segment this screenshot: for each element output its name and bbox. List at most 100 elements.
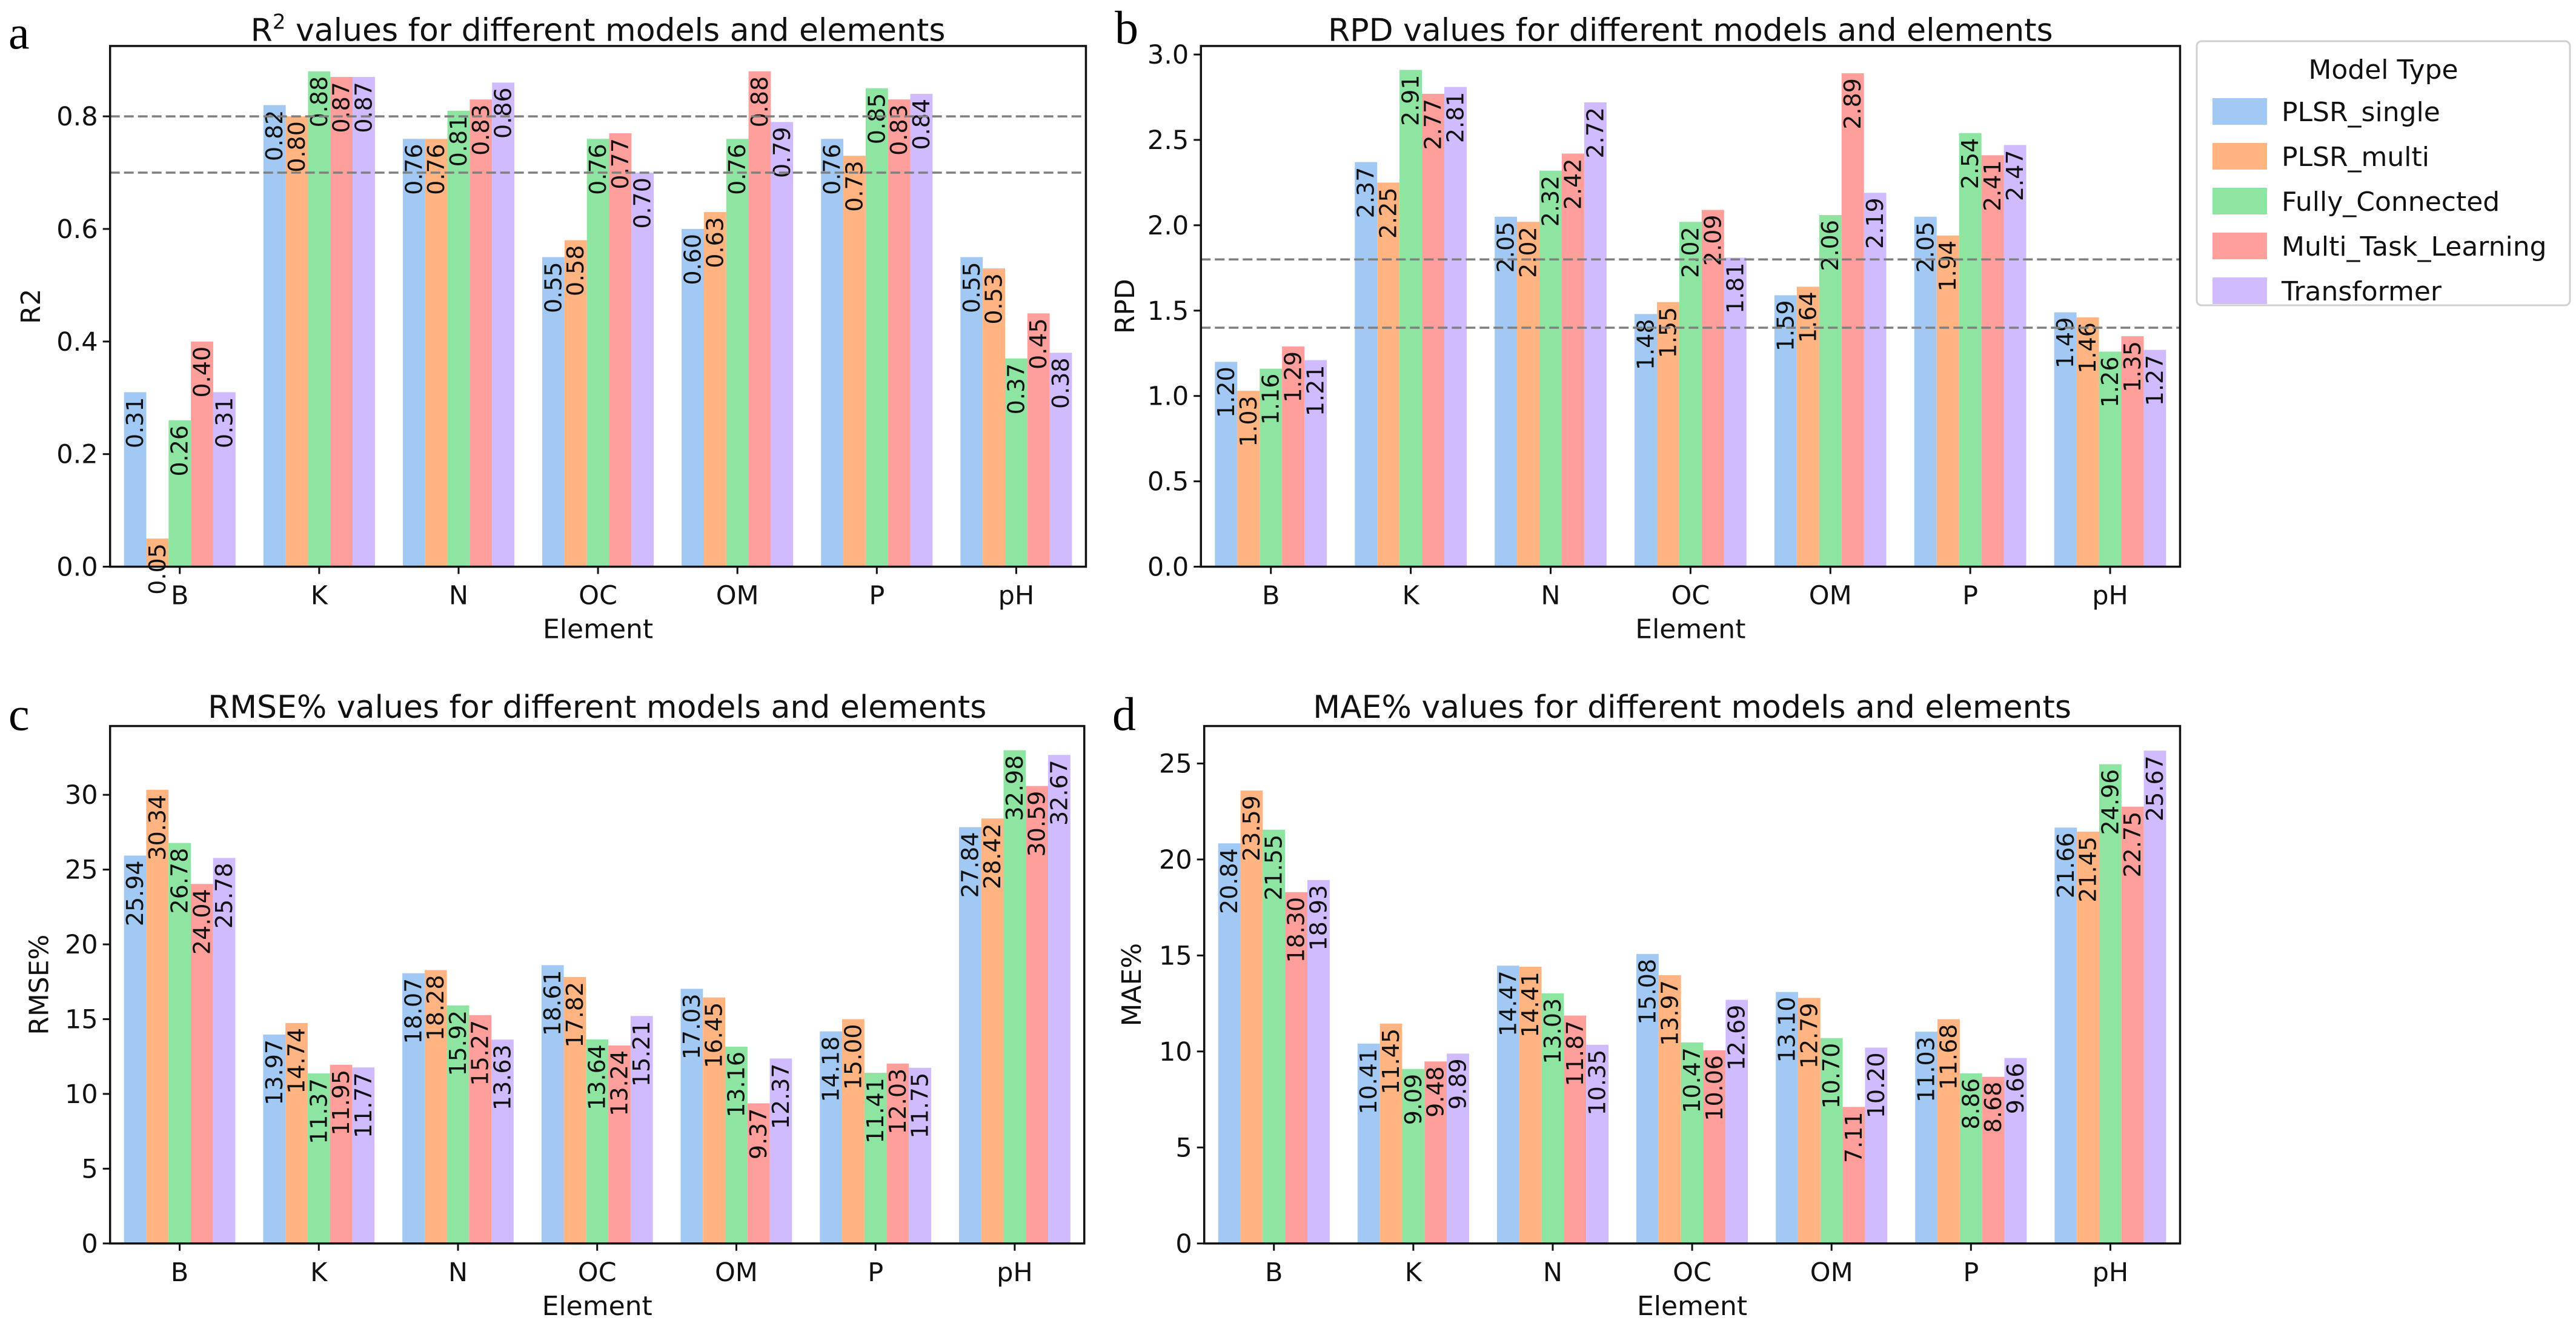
bar-value-label: 2.25 [1375,187,1402,239]
bar-value-label: 2.91 [1398,75,1424,126]
bar-value-label: 9.66 [2002,1063,2029,1115]
bar-P-Fully_Connected [1959,133,1982,567]
bar-OC-Transformer [1724,257,1747,567]
bar-P-PLSR_multi [1936,235,1959,567]
bar-value-label: 12.79 [1796,1003,1822,1069]
bar-value-label: 1.46 [2074,322,2101,374]
x-tick-label-pH: pH [2093,1258,2129,1288]
bar-N-Fully_Connected [1539,170,1562,567]
bar-value-label: 0.76 [423,144,450,195]
bar-value-label: 0.70 [629,177,656,229]
bar-value-label: 1.20 [1213,366,1240,418]
bar-value-label: 14.18 [818,1036,845,1102]
bar-OM-PLSR_multi [703,212,726,567]
bar-value-label: 9.37 [745,1108,772,1159]
bar-K-Transformer [353,77,375,567]
bar-value-label: 0.84 [908,99,935,150]
bar-pH-Fully_Connected [1003,750,1026,1244]
bar-N-Transformer [1584,102,1607,567]
bar-value-label: 13.64 [584,1044,611,1110]
bar-OC-Transformer [630,1016,653,1244]
bar-N-Transformer [492,82,515,567]
x-tick-label-OM: OM [715,1258,758,1288]
bar-pH-Multi_Task_Learning [1027,313,1050,567]
bar-value-label: 12.37 [768,1063,794,1129]
bar-N-PLSR_single [402,973,425,1244]
y-tick-label: 1.5 [1147,296,1189,326]
bar-P-PLSR_single [1914,216,1937,567]
bar-value-label: 0.55 [958,262,985,313]
bar-value-label: 0.60 [680,234,706,285]
x-tick-label-OM: OM [1810,1258,1853,1288]
bar-value-label: 0.31 [122,397,148,448]
bar-OM-PLSR_multi [1796,287,1819,567]
bar-N-Transformer [491,1039,514,1244]
y-tick-label: 20 [1159,845,1192,875]
bar-value-label: 1.49 [2052,317,2079,369]
bar-value-label: 23.59 [1238,795,1265,861]
bar-OM-Fully_Connected [1820,1038,1843,1244]
bar-K-PLSR_multi [1377,182,1400,567]
y-tick-label: 15 [65,1004,98,1035]
bar-OM-PLSR_single [682,228,704,567]
bar-value-label: 13.24 [606,1050,632,1116]
bar-B-PLSR_single [124,855,147,1244]
bar-OM-Fully_Connected [1819,214,1842,567]
x-tick-label-OC: OC [579,581,617,611]
bar-OM-Transformer [1865,1047,1888,1244]
bar-K-Transformer [352,1067,375,1244]
bar-value-label: 11.95 [328,1070,354,1136]
bar-value-label: 32.67 [1046,760,1072,826]
bar-value-label: 0.82 [261,110,288,162]
y-tick-label: 0.2 [56,440,98,470]
bar-K-Fully_Connected [308,71,331,567]
bar-P-Transformer [2003,145,2027,567]
bar-value-label: 2.09 [1699,214,1726,266]
bar-P-Transformer [910,93,933,567]
bar-value-label: 25.94 [122,860,148,926]
bar-value-label: 0.05 [144,543,171,595]
bar-pH-Transformer [2143,751,2166,1244]
x-axis-label: Element [542,1291,652,1322]
panel-letter-b: b [1115,1,1138,54]
bar-OM-PLSR_single [1774,295,1797,567]
bar-OM-PLSR_single [1776,992,1798,1244]
bar-value-label: 2.47 [2002,150,2028,201]
bar-B-Fully_Connected [1263,829,1286,1244]
bar-value-label: 25.67 [2142,755,2168,821]
bar-N-Multi_Task_Learning [469,1015,492,1244]
bar-B-PLSR_multi [1237,391,1260,567]
bar-value-label: 0.58 [562,245,589,297]
bar-value-label: 11.41 [862,1078,889,1144]
bar-P-PLSR_multi [843,156,866,567]
bar-value-label: 2.72 [1582,107,1608,159]
bar-K-PLSR_multi [285,116,308,567]
bar-value-label: 0.87 [328,82,355,133]
x-tick-label-B: B [171,581,189,611]
chart-title: R2 values for different models and eleme… [251,10,946,49]
panel-c-rmse-chart: RMSE% values for different models and el… [24,689,1086,1322]
bar-OM-Fully_Connected [726,139,749,567]
bar-pH-Multi_Task_Learning [2121,806,2144,1244]
x-axis-label: Element [1635,614,1745,645]
bar-value-label: 0.79 [769,127,795,178]
bar-P-Multi_Task_Learning [886,1063,909,1244]
bar-value-label: 1.21 [1303,365,1329,417]
x-tick-label-N: N [1543,1258,1562,1288]
legend-title: Model Type [2308,55,2458,85]
bar-B-PLSR_single [1218,843,1241,1244]
bar-value-label: 1.03 [1235,396,1262,447]
bar-pH-PLSR_multi [981,818,1004,1244]
x-tick-label-P: P [869,581,885,611]
x-tick-label-K: K [1403,581,1421,611]
bar-value-label: 18.93 [1305,885,1332,951]
legend: Model Type PLSR_single PLSR_multi Fully_Co… [2196,40,2571,307]
bar-value-label: 1.55 [1655,307,1681,359]
y-tick-label: 10 [1159,1037,1192,1067]
bar-B-Multi_Task_Learning [1285,892,1307,1244]
bar-OC-Multi_Task_Learning [1703,1050,1726,1244]
bar-OC-Fully_Connected [1681,1042,1704,1244]
bar-value-label: 2.81 [1442,92,1469,144]
bar-P-Transformer [2004,1058,2027,1244]
